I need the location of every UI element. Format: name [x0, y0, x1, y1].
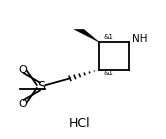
Text: S: S	[37, 80, 45, 93]
Text: O: O	[18, 99, 27, 109]
Text: NH: NH	[132, 34, 147, 44]
Text: HCl: HCl	[69, 117, 90, 131]
Text: O: O	[18, 64, 27, 75]
Text: &1: &1	[103, 70, 113, 76]
Text: &1: &1	[103, 34, 113, 40]
Polygon shape	[74, 29, 99, 42]
